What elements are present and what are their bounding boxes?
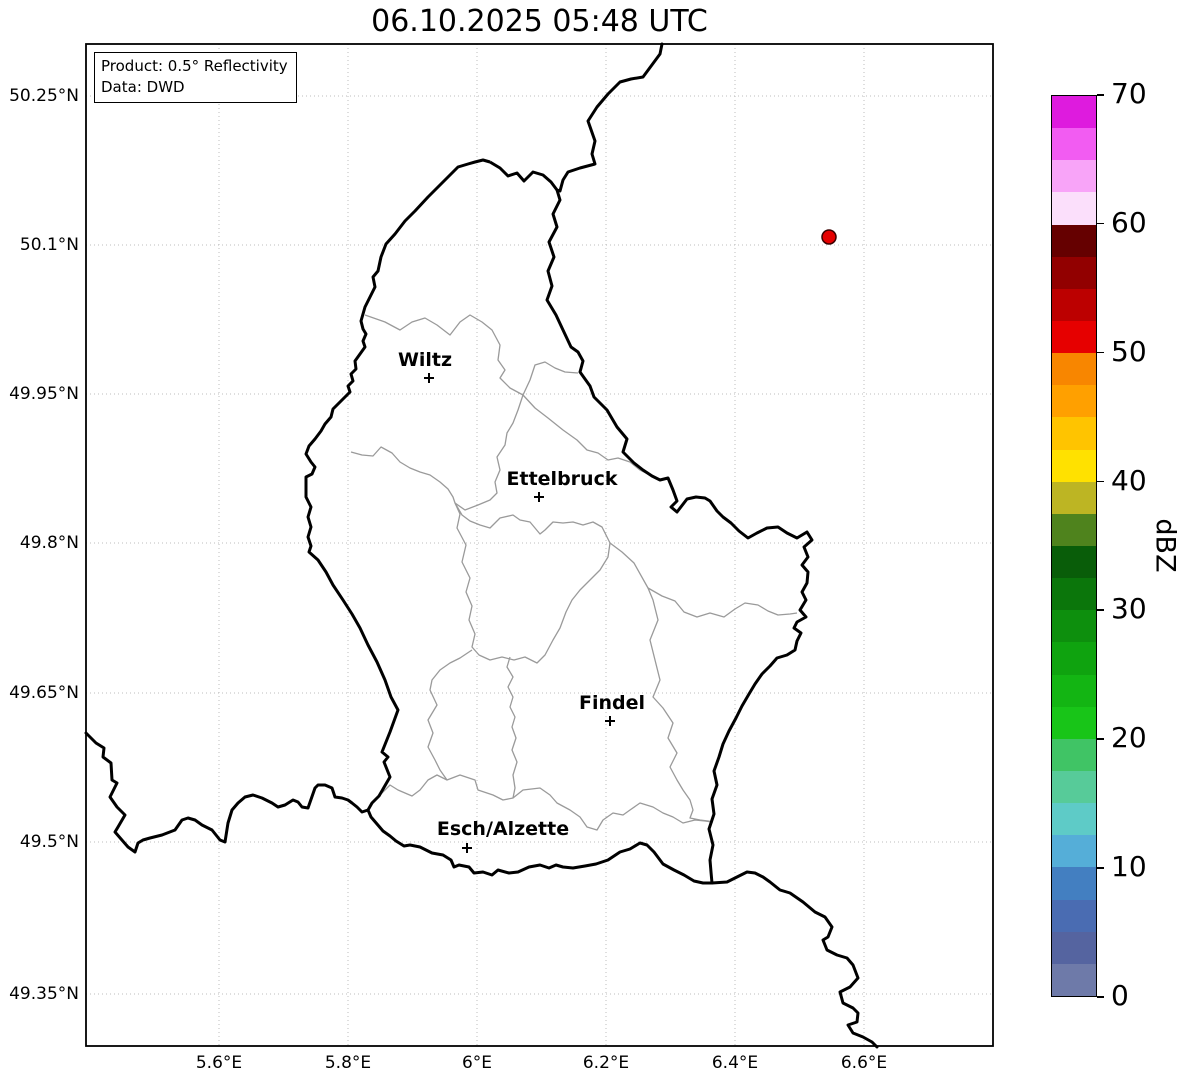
canton-border <box>379 774 713 831</box>
y-tick-label: 49.95°N <box>9 384 79 404</box>
city-label: Findel <box>578 692 646 714</box>
x-tick-label: 5.6°E <box>195 1053 243 1073</box>
colorbar-segment <box>1052 160 1096 193</box>
colorbar-segment <box>1052 545 1096 579</box>
colorbar-segment <box>1052 963 1096 996</box>
colorbar-segment <box>1052 867 1096 900</box>
colorbar-segment <box>1052 803 1096 836</box>
colorbar-tick-label: 10 <box>1111 850 1147 884</box>
info-box-product: Product: 0.5° Reflectivity <box>101 57 288 75</box>
colorbar-segment <box>1052 738 1096 771</box>
colorbar-segment <box>1052 96 1096 129</box>
canton-border <box>506 656 518 799</box>
colorbar-segment <box>1052 835 1096 868</box>
colorbar-tick-label: 60 <box>1111 205 1147 239</box>
colorbar-tick-mark <box>1097 94 1104 96</box>
colorbar-tick-mark <box>1097 222 1104 225</box>
colorbar-segment <box>1052 513 1096 546</box>
x-tick-label: 6.6°E <box>840 1053 888 1073</box>
canton-border <box>454 394 524 511</box>
colorbar-tick-label: 70 <box>1111 77 1147 110</box>
colorbar-tick-mark <box>1097 351 1104 354</box>
colorbar-segment <box>1052 192 1096 225</box>
figure-title: 06.10.2025 05:48 UTC <box>371 4 708 39</box>
luxembourg-border <box>304 158 814 885</box>
colorbar-segment <box>1052 417 1096 450</box>
colorbar-segment <box>1052 320 1096 354</box>
colorbar-segment <box>1052 288 1096 321</box>
canton-border <box>454 502 798 618</box>
colorbar-segment <box>1052 128 1096 161</box>
colorbar-segment <box>1052 578 1096 611</box>
national-border-extension <box>710 870 879 1049</box>
canton-border <box>364 314 579 396</box>
colorbar-segment <box>1052 610 1096 643</box>
colorbar-tick-label: 20 <box>1111 721 1147 755</box>
canton-border <box>522 394 653 477</box>
colorbar-segment <box>1052 256 1096 289</box>
colorbar-tick-mark <box>1097 609 1104 612</box>
canton-border <box>647 587 714 823</box>
colorbar-tick-mark <box>1097 738 1104 740</box>
colorbar-tick-mark <box>1097 996 1104 998</box>
colorbar-tick-label: 50 <box>1111 334 1147 368</box>
canton-border <box>427 649 473 781</box>
colorbar-tick-label: 30 <box>1111 592 1147 626</box>
colorbar-segment <box>1052 899 1096 932</box>
x-tick-label: 5.8°E <box>324 1053 372 1073</box>
city-label: Ettelbruck <box>506 468 618 490</box>
radar-site-dot <box>821 229 837 245</box>
city-label: Wiltz <box>397 349 453 371</box>
y-tick-label: 50.25°N <box>9 86 79 106</box>
national-border-extension <box>555 42 664 193</box>
city-label: Esch/Alzette <box>436 818 570 840</box>
colorbar-segment <box>1052 706 1096 739</box>
colorbar-segment <box>1052 642 1096 675</box>
colorbar <box>1051 95 1097 997</box>
y-tick-label: 50.1°N <box>19 235 79 255</box>
colorbar-tick-label: 0 <box>1111 979 1129 1012</box>
colorbar-segment <box>1052 674 1096 707</box>
info-box-source: Data: DWD <box>101 78 185 96</box>
colorbar-tick-label: 40 <box>1111 463 1147 497</box>
x-tick-label: 6.4°E <box>711 1053 759 1073</box>
plot-frame <box>85 43 994 1047</box>
colorbar-segment <box>1052 931 1096 964</box>
colorbar-axis-label: dBZ <box>1149 518 1181 573</box>
colorbar-segment <box>1052 353 1096 386</box>
colorbar-segment <box>1052 224 1096 257</box>
y-tick-label: 49.8°N <box>19 533 79 553</box>
colorbar-segment <box>1052 770 1096 804</box>
colorbar-segment <box>1052 481 1096 514</box>
y-tick-label: 49.5°N <box>19 832 79 852</box>
y-tick-label: 49.65°N <box>9 683 79 703</box>
colorbar-segment <box>1052 385 1096 418</box>
y-tick-label: 49.35°N <box>9 984 79 1004</box>
colorbar-tick-mark <box>1097 867 1104 869</box>
colorbar-tick-mark <box>1097 480 1104 483</box>
national-border-extension <box>84 731 370 854</box>
colorbar-segment <box>1052 449 1096 482</box>
x-tick-label: 6°E <box>461 1053 493 1073</box>
canton-border <box>350 446 456 504</box>
x-tick-label: 6.2°E <box>582 1053 630 1073</box>
canton-border <box>454 502 611 664</box>
info-box: Product: 0.5° Reflectivity Data: DWD <box>94 52 297 103</box>
